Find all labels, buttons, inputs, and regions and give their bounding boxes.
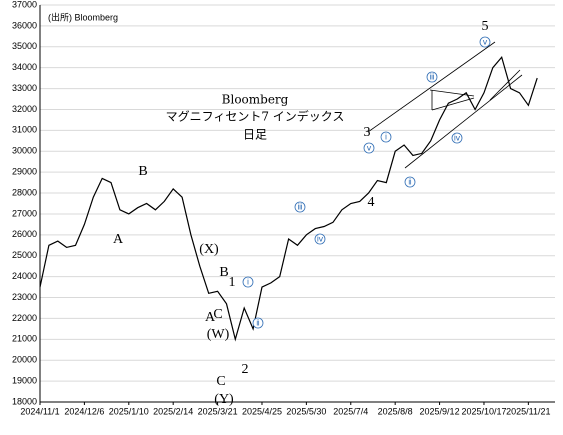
x-tick-label: 2025/1/10: [109, 406, 149, 416]
y-tick-label: 37000: [12, 0, 37, 9]
trend-line: [367, 41, 496, 133]
wave-circle: [451, 132, 463, 144]
wave-circle: [314, 233, 326, 245]
y-tick-label: 20000: [12, 355, 37, 365]
trend-line: [429, 89, 475, 97]
circled-label: ⅱ: [408, 178, 412, 187]
x-tick-label: 2025/4/25: [242, 406, 282, 416]
y-tick-label: 25000: [12, 250, 37, 260]
title: Bloomberg: [222, 93, 289, 107]
x-tick-label: 2024/11/1: [20, 406, 59, 416]
x-tick-label: 2025/7/4: [333, 406, 368, 416]
y-tick-label: 31000: [12, 125, 37, 135]
circled-label: ⅳ: [317, 235, 324, 244]
circled-label: ⅲ: [297, 203, 302, 212]
wave-label: 2: [242, 362, 249, 377]
y-tick-label: 28000: [12, 187, 37, 197]
circled-label: ⅱ: [256, 319, 260, 328]
circled-label: ⅴ: [367, 144, 372, 153]
wave-label: C: [213, 307, 222, 322]
y-tick-label: 32000: [12, 104, 37, 114]
axes: 18000 19000 20000 21000 22000 23000 24000 25000…: [12, 0, 555, 416]
circled-label: ⅲ: [429, 73, 434, 82]
y-tick-label: 30000: [12, 146, 37, 156]
wave-label: 5: [482, 19, 489, 34]
wave-circle: [252, 317, 264, 329]
x-tick-label: 2024/12/6: [64, 406, 104, 416]
y-tick-label: 29000: [12, 167, 37, 177]
y-tick-label: 33000: [12, 83, 37, 93]
wave-label: A: [205, 310, 216, 325]
wave-label: 4: [368, 195, 375, 210]
y-tick-label: 35000: [12, 41, 37, 51]
y-tick-label: 22000: [12, 313, 37, 323]
wave-label: A: [113, 232, 124, 247]
title: 日足: [243, 128, 267, 142]
wave-circle: [363, 142, 375, 154]
y-tick-label: 24000: [12, 271, 37, 281]
y-tick-label: 18000: [12, 396, 37, 406]
circled-label: ⅴ: [483, 38, 488, 47]
circled-label: ⅰ: [385, 133, 387, 142]
wave-circle: [242, 276, 254, 288]
y-tick-label: 19000: [12, 375, 37, 385]
wave-label: B: [219, 265, 228, 280]
y-tick-label: 34000: [12, 62, 37, 72]
circled-label: ⅰ: [247, 278, 249, 287]
wave-label: (W): [207, 327, 230, 342]
x-tick-label: 2025/11/21: [506, 406, 550, 416]
wave-circle: [479, 36, 491, 48]
wave-label: (X): [199, 242, 219, 257]
channel-lines: [367, 41, 523, 169]
y-tick-label: 21000: [12, 334, 37, 344]
x-tick-label: 2025/3/21: [198, 406, 238, 416]
wave-label: (Y): [214, 392, 234, 407]
wave-label: C: [216, 374, 225, 389]
x-tick-label: 2025/10/17: [461, 406, 506, 416]
title: マグニフィセント7 インデックス: [166, 109, 345, 124]
trend-line: [489, 69, 521, 101]
trend-line: [404, 74, 523, 169]
wave-circle: [294, 201, 306, 213]
x-tick-label: 2025/2/14: [153, 406, 193, 416]
wave-circle: [404, 176, 416, 188]
x-tick-label: 2025/9/12: [420, 406, 460, 416]
wave-label: 3: [364, 125, 371, 140]
x-tick-label: 2025/8/8: [378, 406, 413, 416]
price-line: [39, 55, 538, 342]
wave-label: 1: [229, 275, 236, 290]
trend-line: [431, 97, 475, 111]
circled-label: ⅳ: [454, 134, 461, 143]
wave-circle: [380, 131, 392, 143]
y-tick-label: 26000: [12, 229, 37, 239]
x-tick-label: 2025/5/30: [286, 406, 326, 416]
wave-circle: [426, 71, 438, 83]
y-tick-label: 23000: [12, 292, 37, 302]
wave-label: B: [138, 164, 147, 179]
y-tick-label: 27000: [12, 208, 37, 218]
y-tick-label: 36000: [12, 20, 37, 30]
source: (出所) Bloomberg: [48, 11, 118, 22]
